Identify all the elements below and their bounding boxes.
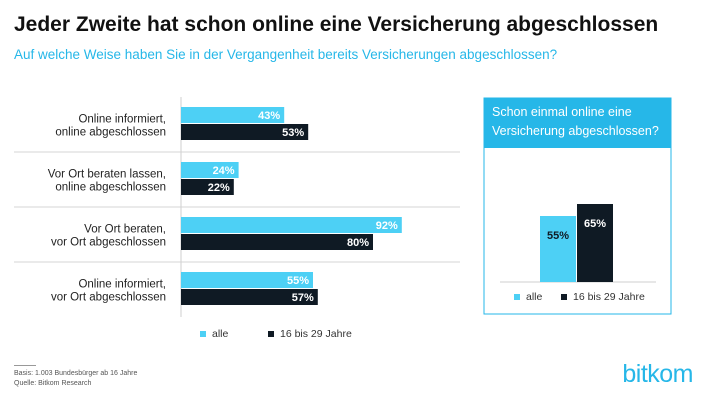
legend-swatch [268,331,274,337]
side-bar-16-29 [577,204,613,282]
data-label: 80% [347,237,369,249]
data-label: 22% [208,182,230,194]
data-label: 53% [282,127,304,139]
bar-alle [181,107,285,123]
chart-title: Jeder Zweite hat schon online eine Versi… [14,13,659,36]
side-data-label: 55% [547,230,569,242]
side-legend-swatch [514,294,520,300]
data-label: 43% [258,110,280,122]
category-label: Vor Ort beraten, vor Ort abgeschlossen [51,224,166,249]
side-legend-swatch [561,294,567,300]
bar-alle [181,217,402,233]
bar-16-29 [181,289,318,305]
data-label: 24% [213,165,235,177]
legend-label: 16 bis 29 Jahre [280,328,352,340]
category-label: Online informiert, online abgeschlossen [55,114,166,139]
footnote-divider [14,365,36,366]
bar-16-29 [181,234,373,250]
legend-swatch [200,331,206,337]
data-label: 57% [292,292,314,304]
category-label: Vor Ort beraten lassen, online abgeschlos… [48,169,166,194]
side-legend-label: 16 bis 29 Jahre [573,291,645,303]
side-legend-label: alle [526,291,543,303]
side-data-label: 65% [584,218,606,230]
legend-label: alle [212,328,229,340]
data-label: 55% [287,275,309,287]
bar-alle [181,162,239,178]
side-chart-title: Schon einmal online eine Versicherung ab… [484,98,671,148]
footnote-source: Quelle: Bitkom Research [14,380,92,387]
bar-alle [181,272,313,288]
bitkom-logo: bitkom [622,360,693,388]
side-bar-alle [540,216,576,282]
bar-16-29 [181,179,234,195]
category-label: Online informiert, vor Ort abgeschlossen [51,279,166,304]
chart-subtitle: Auf welche Weise haben Sie in der Vergan… [14,47,558,62]
footnote-basis: Basis: 1.003 Bundesbürger ab 16 Jahre [14,370,138,377]
bar-16-29 [181,124,309,140]
data-label: 92% [376,220,398,232]
